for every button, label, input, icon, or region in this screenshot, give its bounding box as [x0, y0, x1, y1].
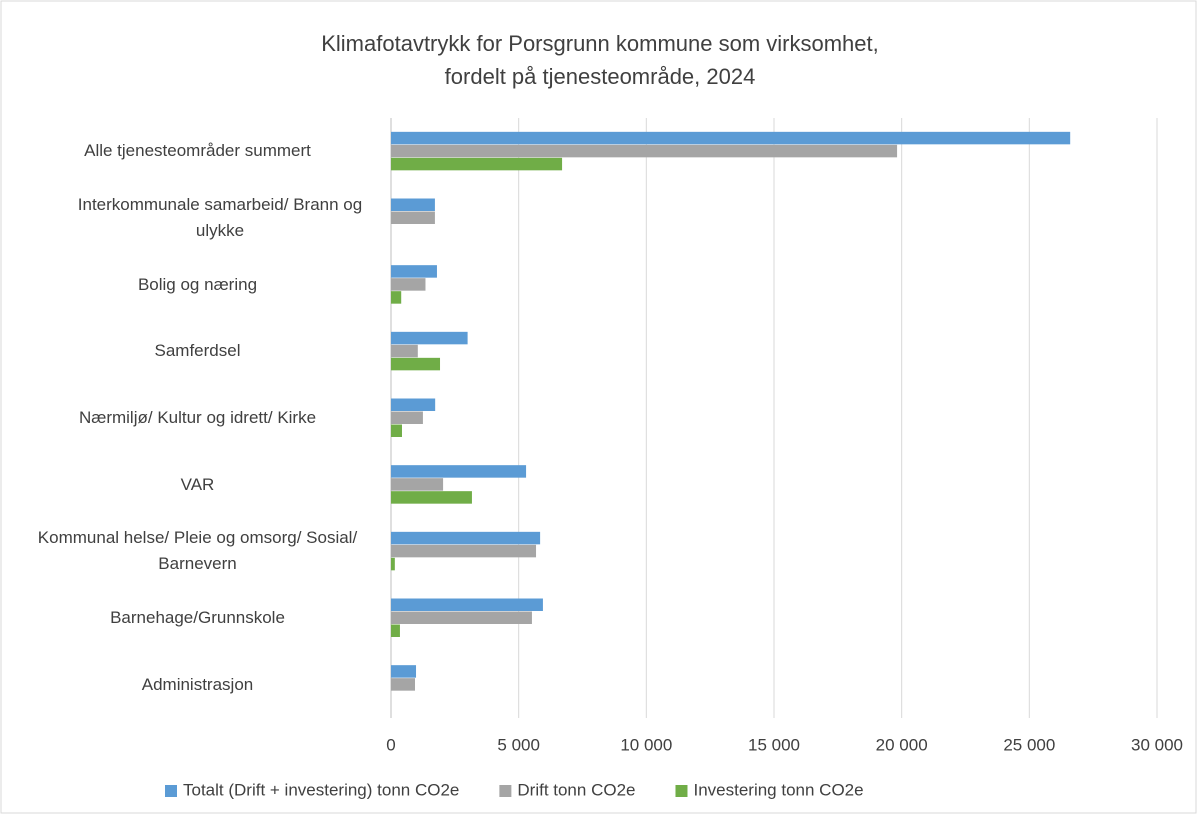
- y-tick-label: Bolig og næring: [137, 274, 258, 294]
- bar: [391, 265, 437, 278]
- y-tick-label: Barnehage/Grunnskole: [110, 608, 285, 627]
- bar: [391, 278, 426, 291]
- bar: [391, 344, 418, 358]
- legend-label: Investering tonn CO2e: [693, 780, 863, 799]
- x-tick-label: 0: [386, 735, 395, 754]
- bar: [391, 611, 532, 624]
- bar: [391, 491, 472, 504]
- legend-label: Drift tonn CO2e: [517, 780, 635, 799]
- y-tick-label: VAR: [180, 474, 215, 494]
- chart-title: fordelt på tjenesteområde, 2024: [445, 64, 756, 89]
- x-tick-label: 5 000: [497, 735, 540, 754]
- y-tick-label: Administrasjon: [141, 674, 254, 694]
- bar: [391, 357, 441, 371]
- x-tick-label: 25 000: [1003, 735, 1055, 754]
- bar: [391, 144, 898, 158]
- y-tick-label: Samferdsel: [154, 341, 241, 361]
- bar: [391, 411, 423, 424]
- y-tick-label: Nærmiljø/ Kultur og idrett/ Kirke: [78, 408, 317, 427]
- y-tick-label: Interkommunale samarbeid/ Brann og ulykk…: [77, 195, 363, 240]
- x-tick-label: 30 000: [1131, 735, 1183, 754]
- x-tick-label: 20 000: [876, 735, 928, 754]
- bar: [391, 678, 416, 691]
- legend-swatch: [499, 785, 512, 797]
- legend-swatch: [165, 785, 177, 797]
- bar: [391, 157, 563, 171]
- x-tick-label: 15 000: [748, 735, 800, 754]
- legend-swatch: [675, 785, 688, 797]
- legend-label: Totalt (Drift + investering) tonn CO2e: [183, 780, 459, 799]
- bar: [391, 478, 444, 491]
- bar: [391, 131, 1071, 145]
- bar: [391, 531, 541, 545]
- bar: [391, 198, 435, 211]
- bar: [391, 398, 436, 411]
- bar: [391, 465, 527, 478]
- bar: [391, 557, 395, 571]
- bar: [391, 331, 468, 345]
- bar: [391, 598, 543, 611]
- bar: [391, 624, 400, 637]
- x-tick-label: 10 000: [620, 735, 672, 754]
- y-tick-label: Kommunal helse/ Pleie og omsorg/ Sosial/…: [37, 528, 358, 574]
- bar: [391, 291, 402, 304]
- bar: [391, 544, 537, 558]
- bar: [391, 211, 435, 224]
- bar: [391, 665, 417, 678]
- y-tick-label: Alle tjenesteområder summert: [84, 141, 311, 161]
- chart-title: Klimafotavtrykk for Porsgrunn kommune so…: [321, 31, 879, 56]
- bar: [391, 424, 402, 437]
